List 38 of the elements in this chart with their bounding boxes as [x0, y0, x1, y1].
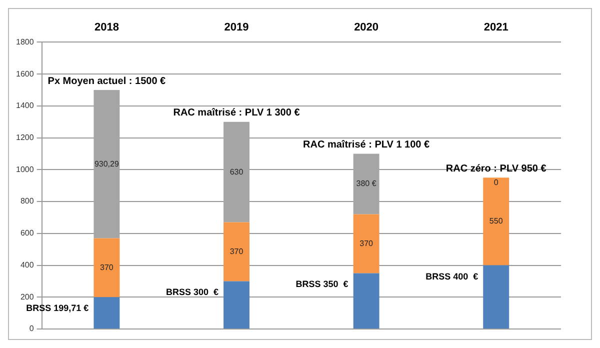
y-tick-label: 1600	[16, 69, 34, 78]
data-label: 370	[230, 246, 244, 256]
data-label: 930,29	[94, 159, 120, 168]
data-label: 380 €	[356, 179, 377, 188]
annotation: BRSS 300 €	[166, 287, 218, 298]
bar	[224, 281, 250, 328]
annotation: RAC maîtrisé : PLV 1 300 €	[173, 108, 300, 119]
bar	[94, 297, 120, 328]
y-tick-label: 400	[20, 260, 34, 270]
annotation: Px Moyen actuel : 1500 €	[48, 76, 166, 87]
bar	[224, 222, 250, 282]
y-tick-label: 1200	[16, 133, 34, 142]
annotation: BRSS 400 €	[426, 271, 478, 282]
x-tick-label: 2019	[224, 22, 249, 34]
y-tick-label: 1800	[16, 37, 34, 46]
bar	[483, 265, 510, 328]
x-tick-label: 2020	[354, 22, 379, 34]
y-tick-label: 1400	[16, 101, 34, 110]
data-label: 630	[230, 167, 244, 176]
data-label: 370	[360, 238, 374, 248]
data-label: 550	[489, 216, 504, 226]
annotation: RAC zéro : PLV 950 €	[446, 163, 547, 174]
x-tick-label: 2021	[484, 22, 508, 34]
bar	[353, 214, 380, 274]
x-tick-label: 2018	[94, 22, 119, 34]
bar	[483, 178, 510, 266]
bar	[353, 273, 380, 328]
y-tick-label: 1000	[16, 164, 34, 174]
annotation: RAC maîtrisé : PLV 1 100 €	[303, 139, 430, 150]
y-tick-label: 200	[20, 292, 34, 302]
data-label: 0	[494, 178, 499, 187]
bar	[94, 238, 120, 298]
y-tick-label: 800	[20, 196, 34, 206]
annotation: BRSS 199,71 €	[26, 303, 89, 314]
annotation: BRSS 350 €	[296, 279, 348, 290]
data-label: 370	[100, 262, 114, 272]
y-tick-label: 0	[29, 324, 34, 334]
y-tick-label: 600	[20, 228, 34, 238]
